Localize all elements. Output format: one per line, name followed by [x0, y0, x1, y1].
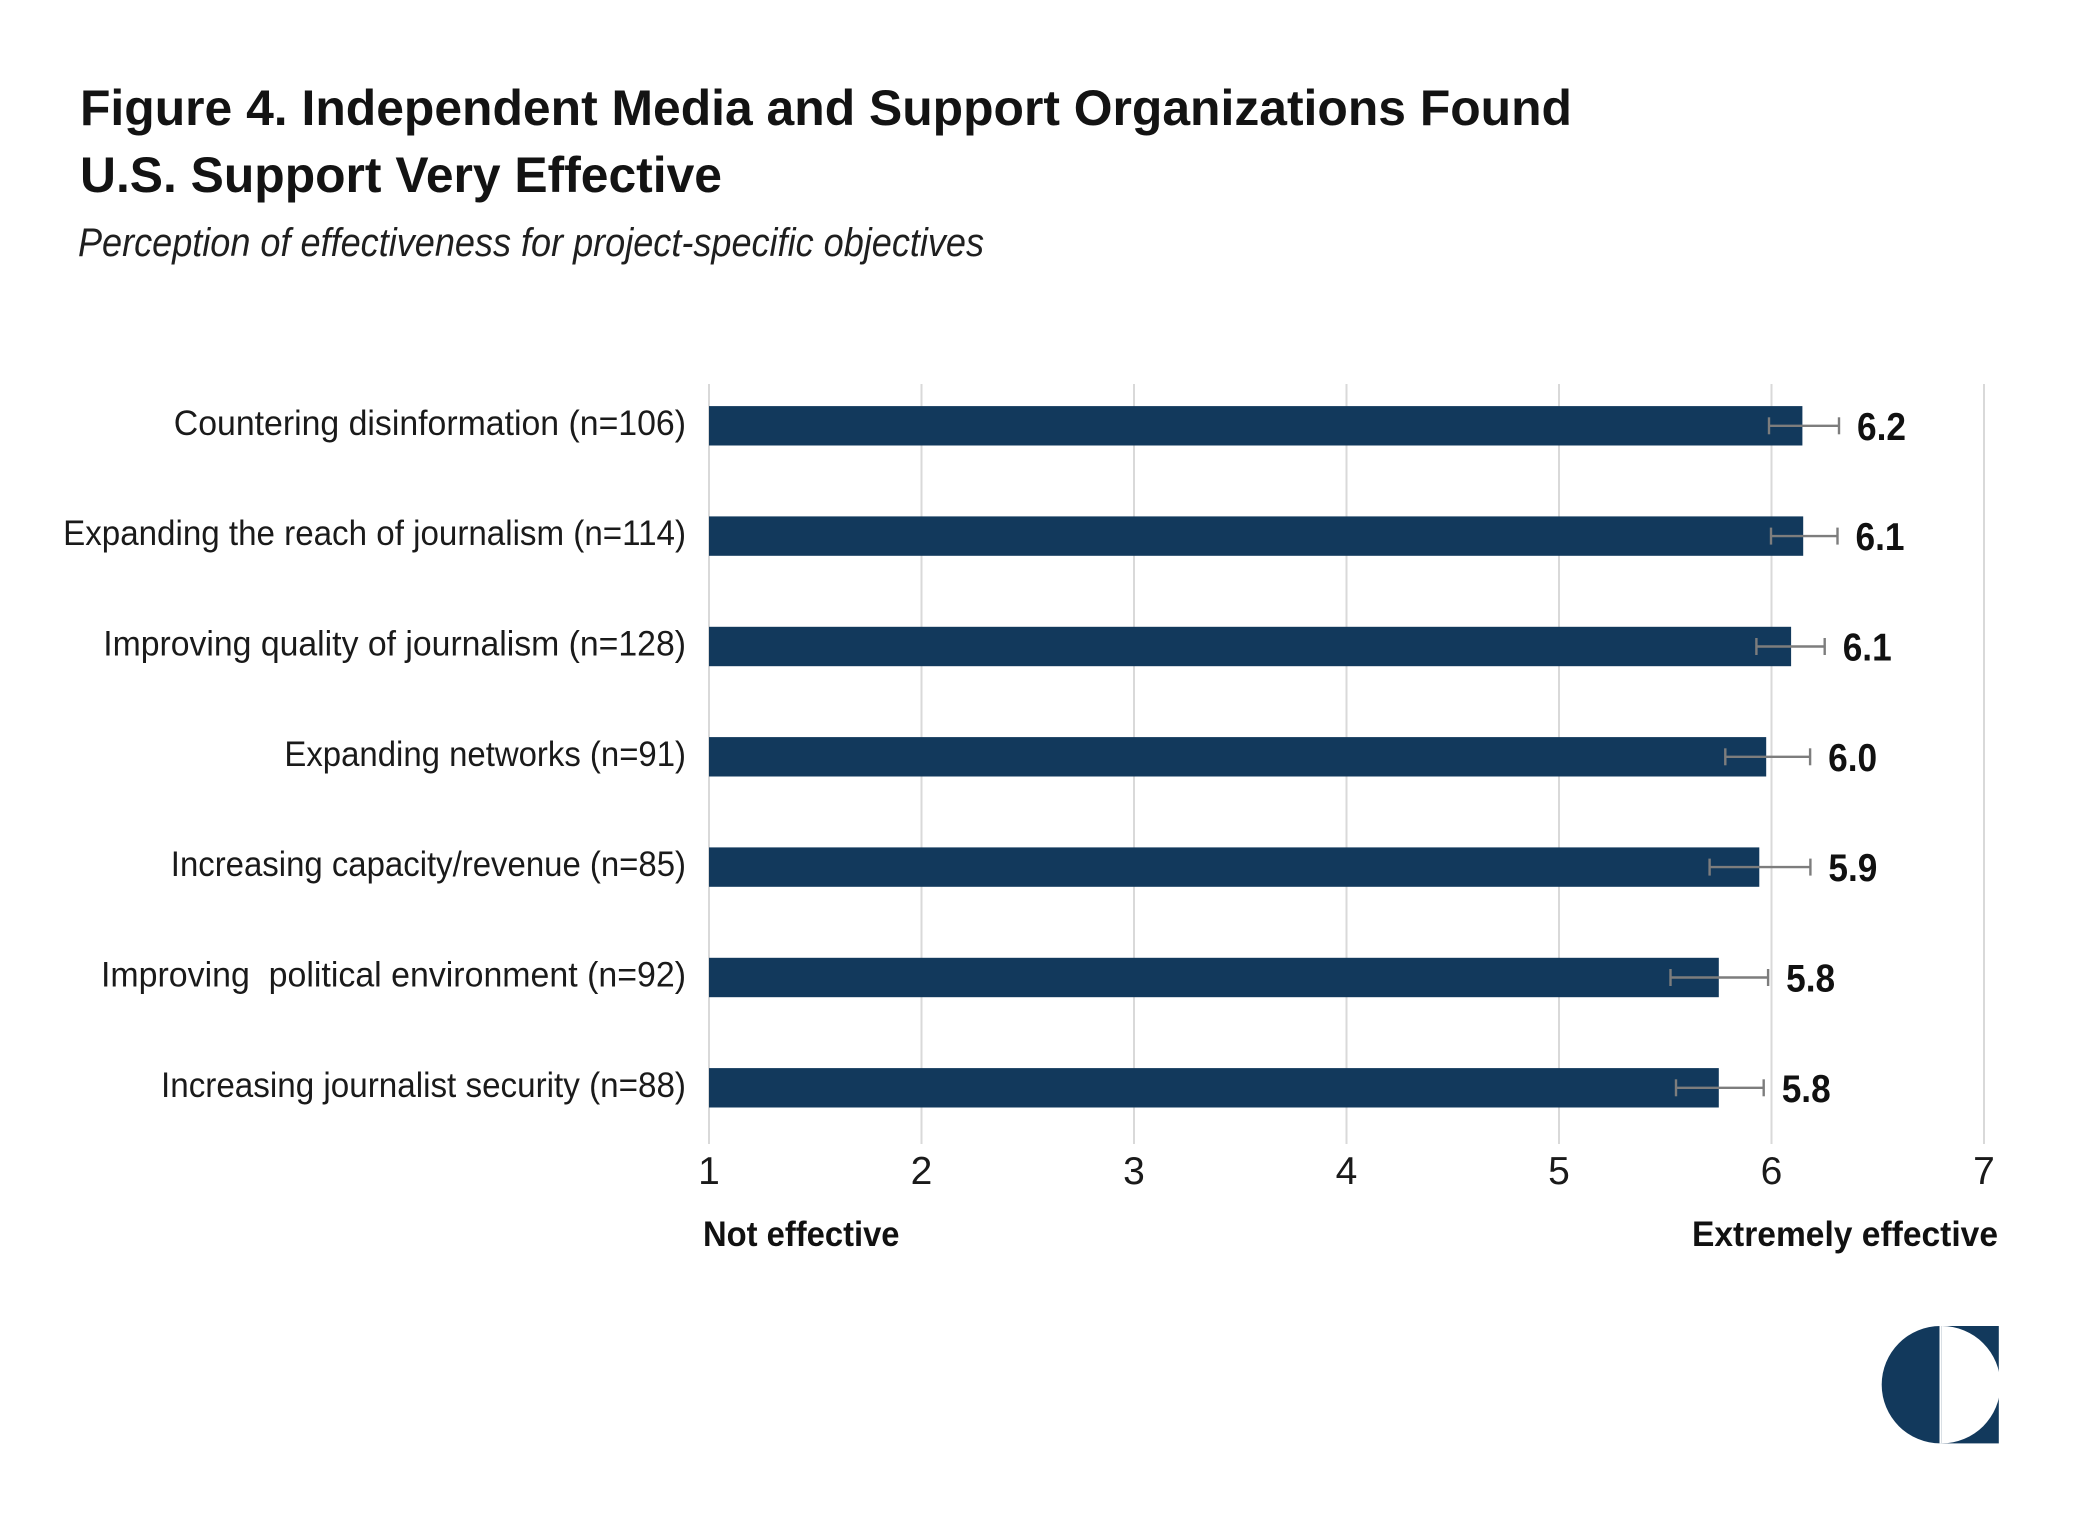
svg-text:4: 4	[1336, 1150, 1358, 1193]
svg-text:Increasing journalist security: Increasing journalist security (n=88)	[161, 1066, 686, 1105]
svg-text:Improving political environme: Improving political environment (n=92)	[101, 956, 686, 995]
svg-text:1: 1	[698, 1150, 720, 1193]
svg-text:6.0: 6.0	[1828, 737, 1877, 780]
svg-text:5: 5	[1548, 1150, 1570, 1193]
svg-text:5.8: 5.8	[1782, 1068, 1831, 1111]
svg-text:Extremely effective: Extremely effective	[1692, 1215, 1998, 1254]
svg-text:6.1: 6.1	[1843, 627, 1892, 670]
svg-text:Figure 4. Independent Media an: Figure 4. Independent Media and Support …	[80, 80, 1572, 136]
svg-text:6: 6	[1761, 1150, 1783, 1193]
svg-text:Expanding networks (n=91): Expanding networks (n=91)	[284, 735, 686, 774]
svg-text:Perception of effectiveness fo: Perception of effectiveness for project-…	[78, 221, 984, 265]
svg-text:7: 7	[1973, 1150, 1995, 1193]
svg-text:3: 3	[1123, 1150, 1145, 1193]
svg-text:Increasing capacity/revenue (n: Increasing capacity/revenue (n=85)	[171, 845, 686, 884]
svg-text:5.8: 5.8	[1786, 958, 1835, 1001]
svg-text:5.9: 5.9	[1828, 847, 1877, 890]
svg-text:Improving quality of journalis: Improving quality of journalism (n=128)	[103, 625, 686, 664]
svg-text:2: 2	[911, 1150, 933, 1193]
svg-text:U.S. Support Very Effective: U.S. Support Very Effective	[80, 147, 722, 203]
svg-text:6.2: 6.2	[1857, 406, 1906, 449]
svg-text:6.1: 6.1	[1856, 516, 1905, 559]
svg-text:Expanding the reach of journal: Expanding the reach of journalism (n=114…	[63, 514, 686, 553]
svg-text:Not effective: Not effective	[703, 1215, 900, 1254]
svg-text:Countering disinformation (n=1: Countering disinformation (n=106)	[174, 404, 686, 443]
